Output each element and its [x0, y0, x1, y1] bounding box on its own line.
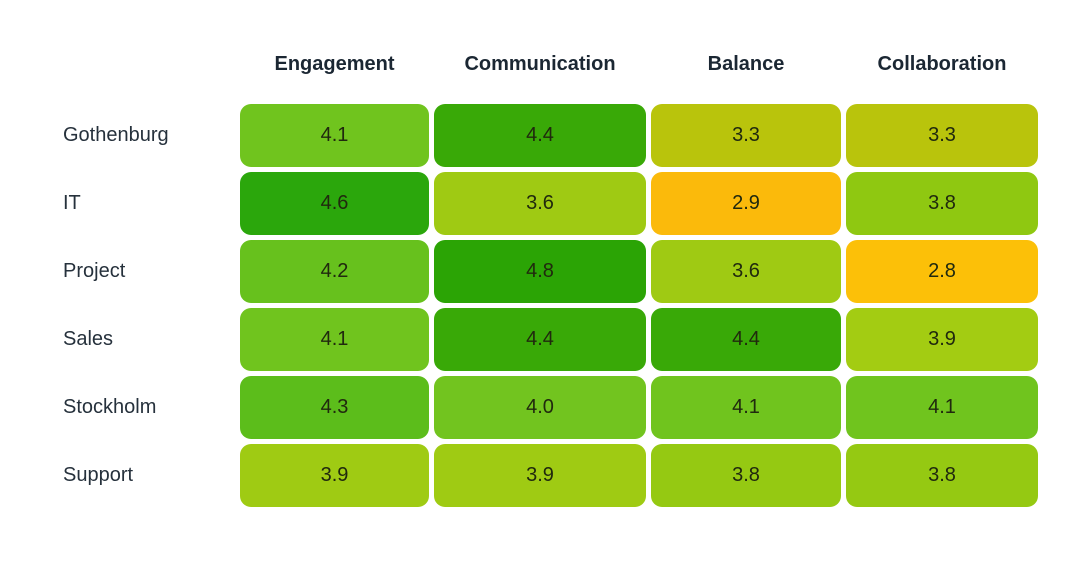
heatmap-cell[interactable]: 3.6	[651, 240, 841, 303]
column-header-balance: Balance	[707, 52, 785, 75]
column-header-engagement: Engagement	[274, 52, 395, 75]
heatmap-cell[interactable]: 4.8	[434, 240, 646, 303]
row-label-project: Project	[63, 260, 126, 282]
heatmap-cell[interactable]: 4.4	[434, 308, 646, 371]
heatmap-cell[interactable]: 4.1	[240, 104, 429, 167]
row-label-support: Support	[63, 464, 134, 486]
heatmap-grid: Engagement Communication Balance Collabo…	[63, 36, 1038, 507]
row-label-gothenburg: Gothenburg	[63, 124, 169, 146]
row-label-sales: Sales	[63, 328, 114, 350]
heatmap-cell[interactable]: 2.8	[846, 240, 1038, 303]
heatmap-cell[interactable]: 4.1	[651, 376, 841, 439]
heatmap-cell[interactable]: 3.6	[434, 172, 646, 235]
heatmap-cell[interactable]: 3.9	[434, 444, 646, 507]
heatmap-cell[interactable]: 3.3	[651, 104, 841, 167]
row-label-stockholm: Stockholm	[63, 396, 157, 418]
heatmap-cell[interactable]: 3.3	[846, 104, 1038, 167]
heatmap-cell[interactable]: 3.9	[240, 444, 429, 507]
heatmap-cell[interactable]: 4.4	[434, 104, 646, 167]
column-header-communication: Communication	[464, 52, 616, 75]
heatmap-cell[interactable]: 3.8	[846, 172, 1038, 235]
heatmap: Engagement Communication Balance Collabo…	[63, 36, 1038, 507]
heatmap-cell[interactable]: 4.1	[846, 376, 1038, 439]
heatmap-cell[interactable]: 2.9	[651, 172, 841, 235]
heatmap-cell[interactable]: 3.8	[846, 444, 1038, 507]
heatmap-cell[interactable]: 4.0	[434, 376, 646, 439]
heatmap-cell[interactable]: 4.6	[240, 172, 429, 235]
heatmap-cell[interactable]: 4.2	[240, 240, 429, 303]
heatmap-cell[interactable]: 4.4	[651, 308, 841, 371]
heatmap-cell[interactable]: 4.1	[240, 308, 429, 371]
heatmap-cell[interactable]: 4.3	[240, 376, 429, 439]
row-label-it: IT	[63, 192, 81, 214]
heatmap-cell[interactable]: 3.8	[651, 444, 841, 507]
column-header-collaboration: Collaboration	[877, 52, 1007, 75]
corner-spacer	[63, 36, 235, 92]
heatmap-cell[interactable]: 3.9	[846, 308, 1038, 371]
